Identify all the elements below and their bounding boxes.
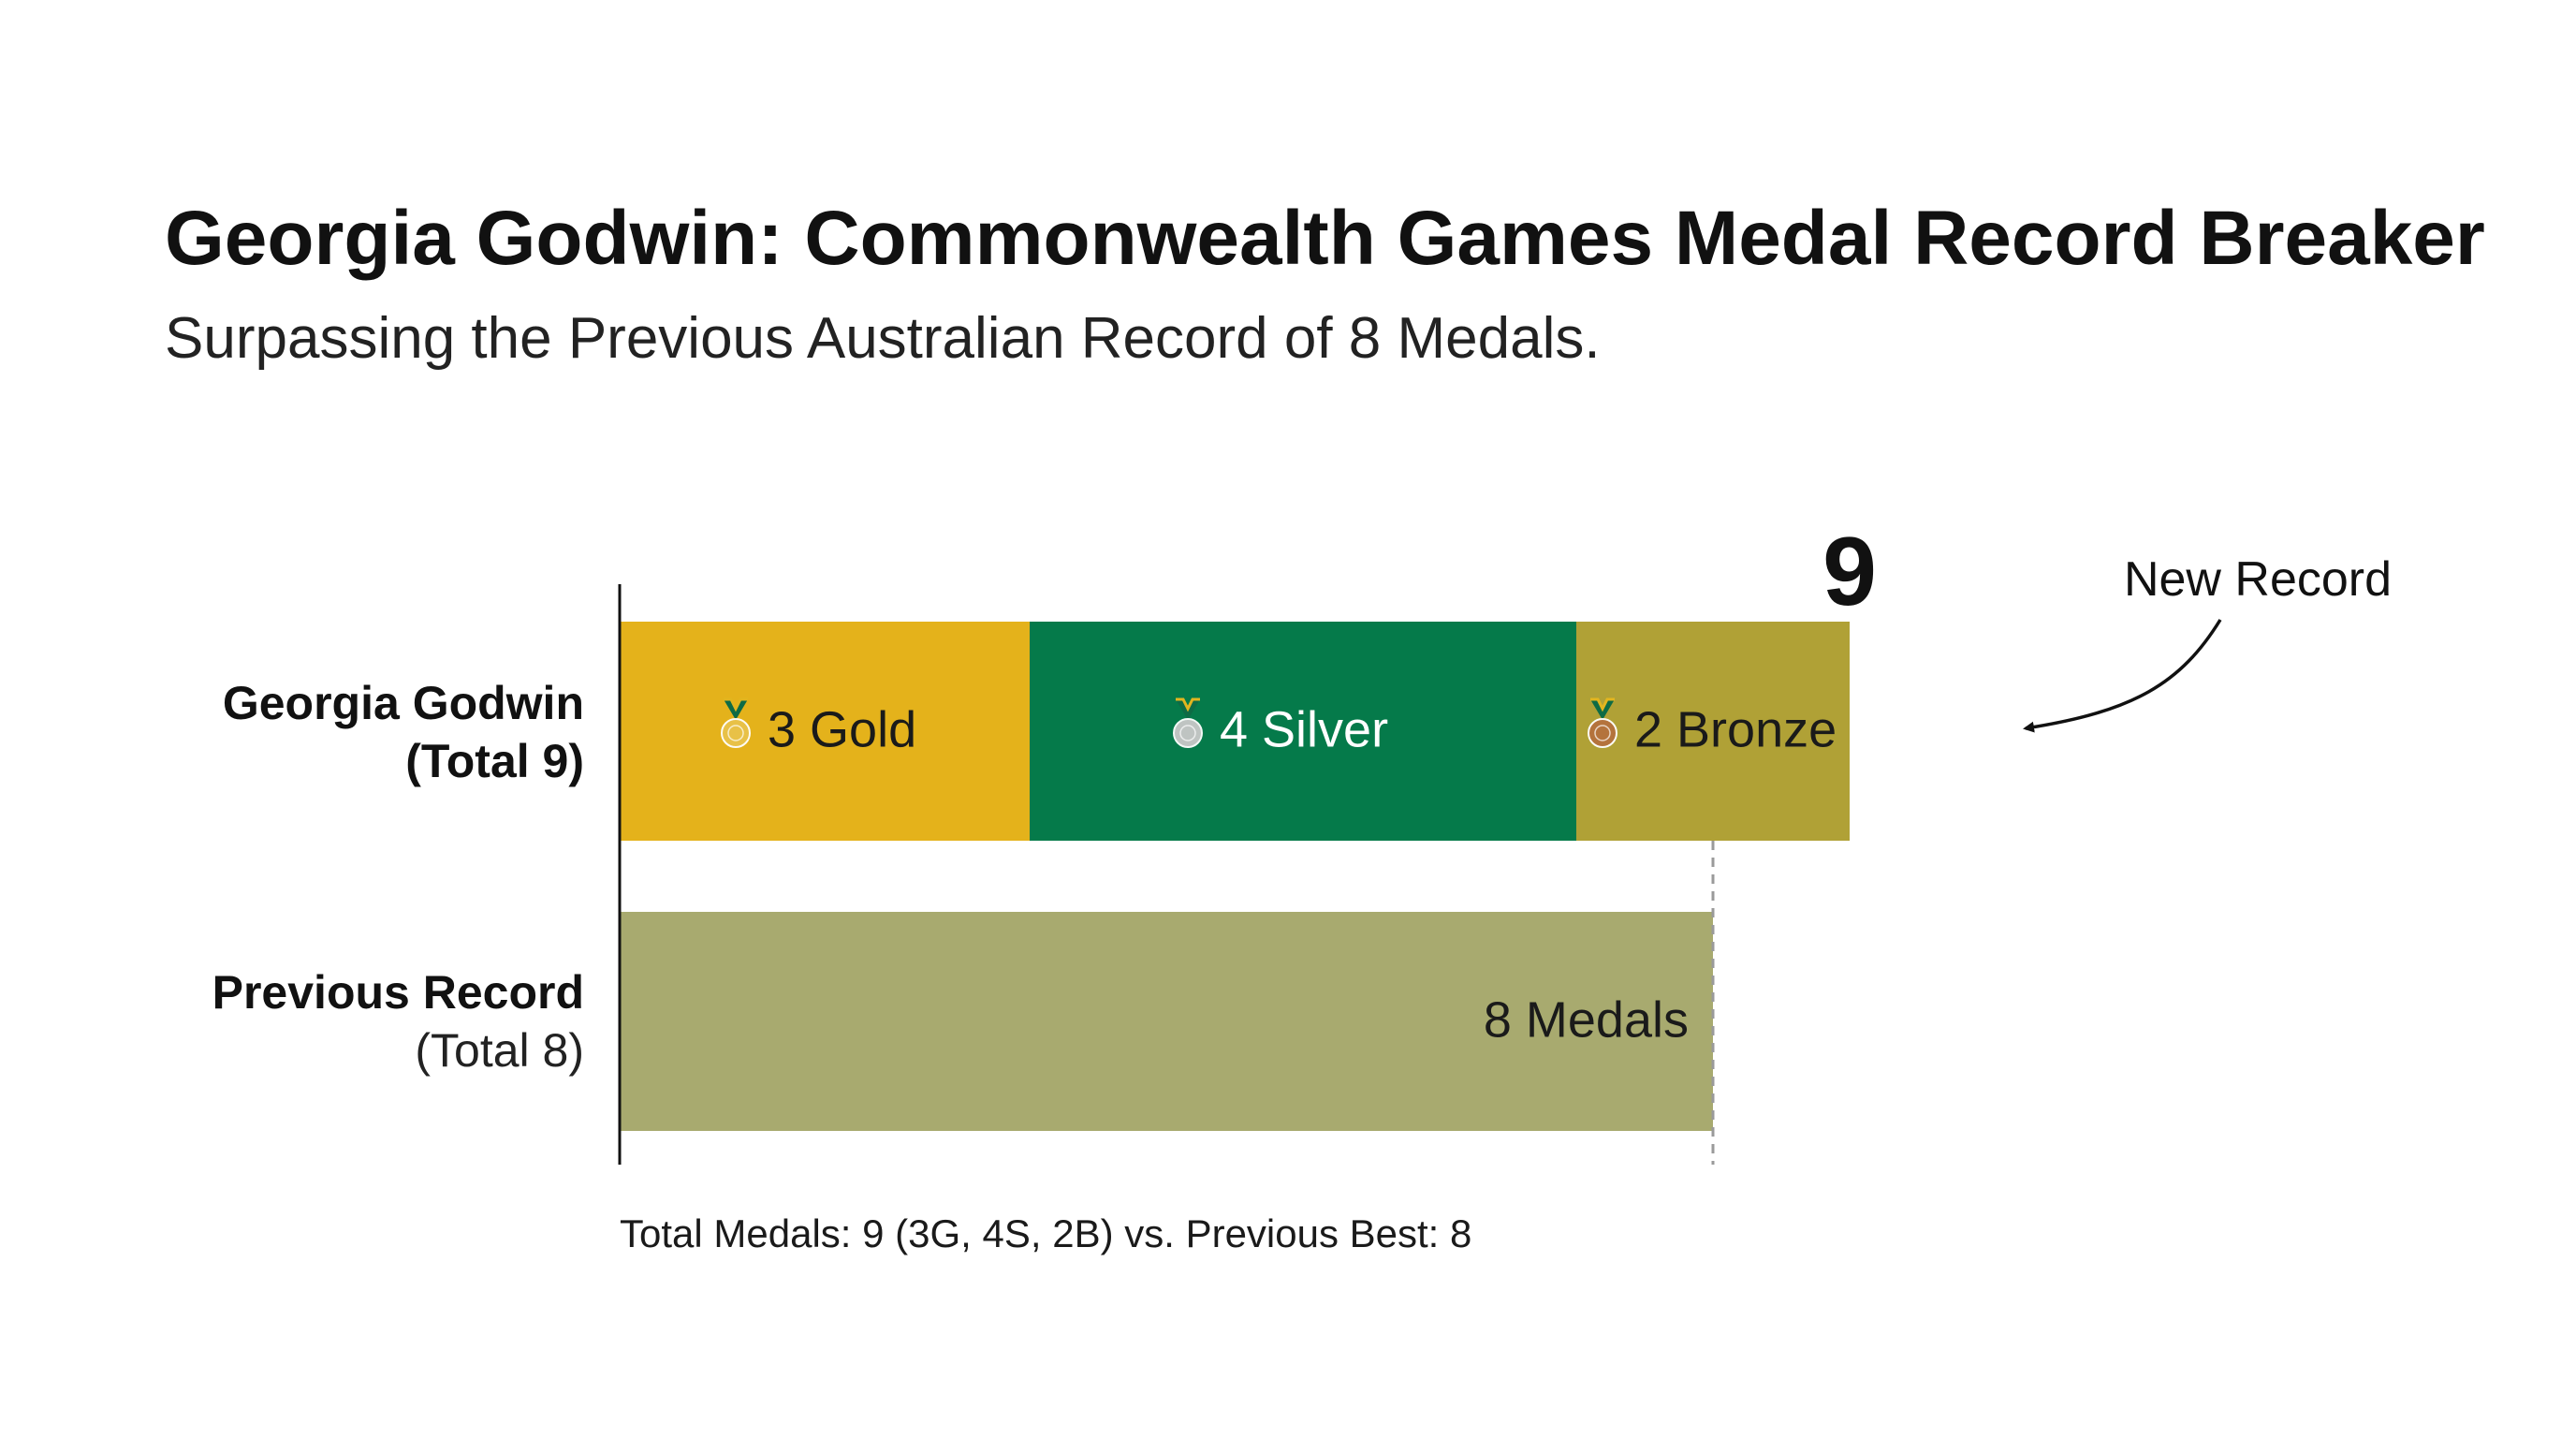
bars-group: 3 Gold 4 Silver 2 Bronze 8 Medals [620,622,1850,1131]
total-value-label: 9 [1822,518,1877,626]
chart-title: Georgia Godwin: Commonwealth Games Medal… [165,196,2485,281]
chart-subtitle: Surpassing the Previous Australian Recor… [165,306,1601,371]
category-total-previous: (Total 8) [415,1024,584,1077]
bar-segment-label-row1-1: 3 Gold [768,701,916,757]
gold-medal-icon [721,697,751,748]
new-record-annotation: New Record [2124,552,2392,607]
category-label-godwin: Georgia Godwin [223,677,584,729]
bar-segment-label-row1-2: 4 Silver [1220,701,1388,757]
silver-medal-icon [1173,697,1203,748]
bar-segment-row1-1 [620,622,1030,841]
bar-segment-row2-1 [620,912,1713,1131]
bar-segment-label-row2-1: 8 Medals [1484,991,1689,1048]
category-label-previous: Previous Record [212,966,584,1019]
bar-segment-row1-3 [1576,622,1850,841]
bar-segment-row1-2 [1030,622,1576,841]
category-total-godwin: (Total 9) [405,735,584,787]
bronze-medal-icon [1588,697,1617,748]
chart-footnote: Total Medals: 9 (3G, 4S, 2B) vs. Previou… [620,1211,1471,1255]
bar-segment-label-row1-3: 2 Bronze [1634,701,1837,757]
annotation-arrow [2023,619,2222,733]
